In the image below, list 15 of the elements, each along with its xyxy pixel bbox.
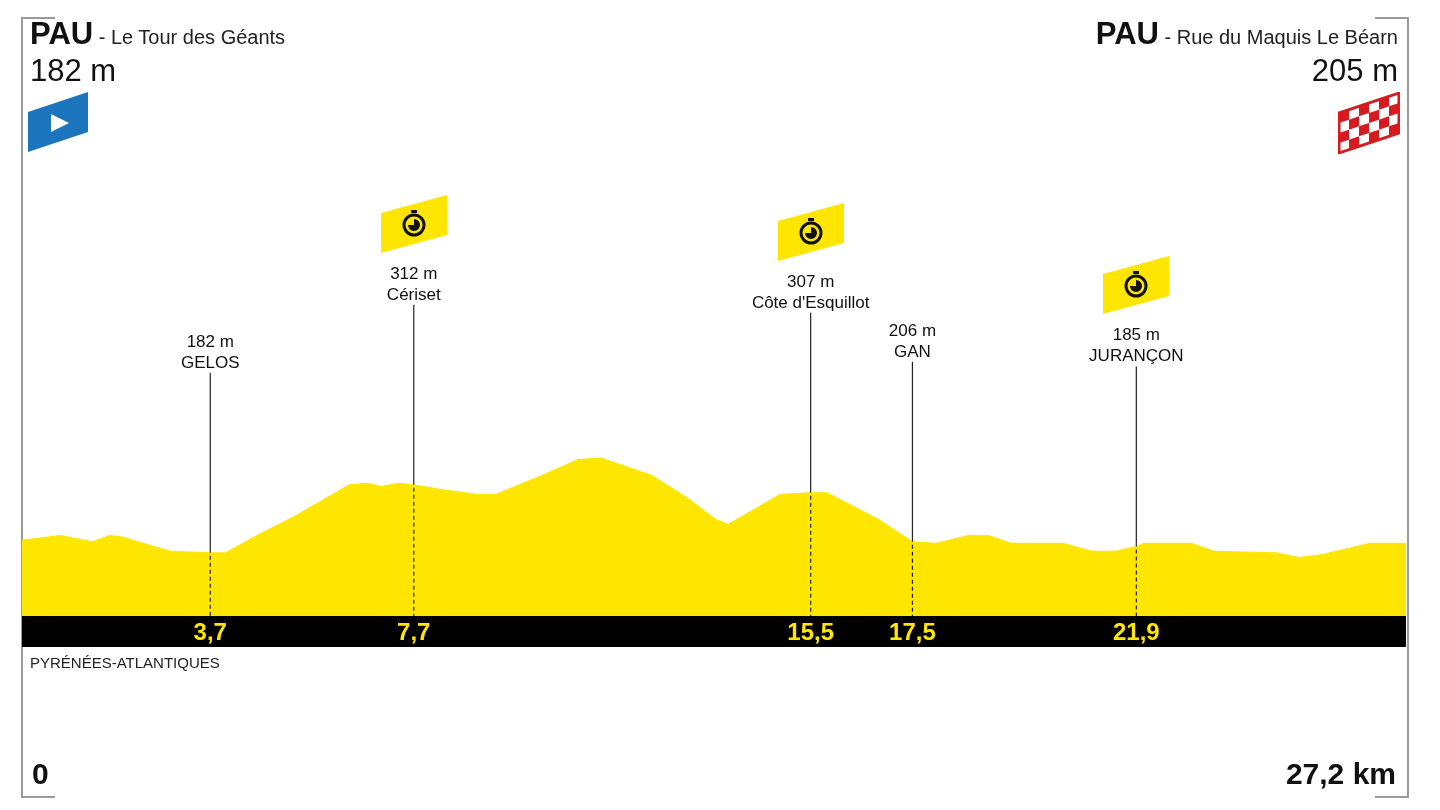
ref-line-label: 312 m Cériset [386, 263, 441, 304]
text: PYRÉNÉES-ATLANTIQUES [30, 654, 220, 671]
x-tick-label: 15,5 [787, 617, 835, 645]
x-tick-label: 17,5 [889, 617, 936, 645]
text: 27,2 km [1285, 756, 1396, 790]
x-tick-label: 7,7 [397, 617, 431, 645]
text: PAU - Le Tour des Géants 182 m [30, 16, 286, 88]
text: PAU - Rue du Maquis Le Béarn 205 m [1095, 16, 1398, 88]
ref-line-label: 182 m GELOS [180, 331, 240, 372]
ref-line-label: 206 m GAN [888, 320, 937, 361]
x-tick-label: 3,7 [193, 617, 227, 645]
ref-line-label: 307 m Côte d'Esquillot [751, 271, 870, 312]
text: 0 [32, 756, 49, 790]
x-tick-label: 21,9 [1112, 617, 1160, 645]
ref-line-label: 185 m JURANÇON [1089, 325, 1184, 366]
